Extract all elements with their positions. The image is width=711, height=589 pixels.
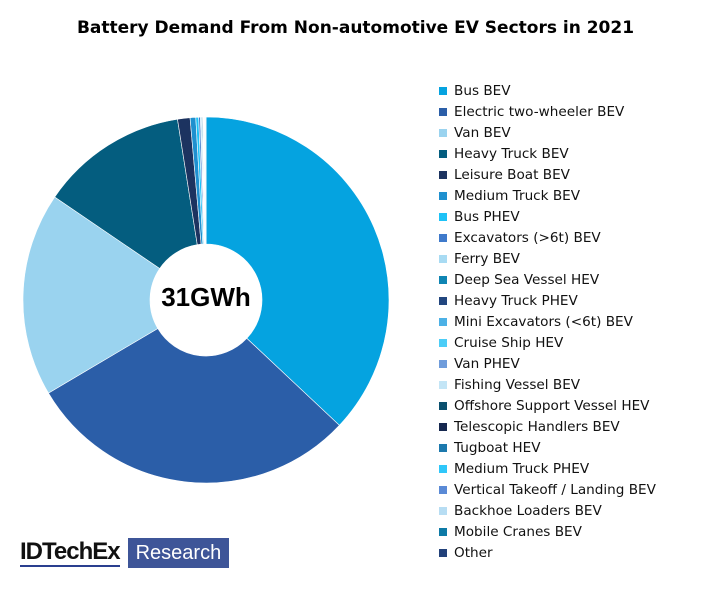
legend-label: Electric two-wheeler BEV [454, 103, 625, 120]
legend-label: Excavators (>6t) BEV [454, 229, 601, 246]
legend-swatch [439, 275, 447, 284]
legend-label: Ferry BEV [454, 250, 520, 267]
legend-item: Electric two-wheeler BEV [439, 101, 656, 122]
legend-swatch [439, 317, 447, 326]
legend-label: Vertical Takeoff / Landing BEV [454, 481, 656, 498]
legend: Bus BEV Electric two-wheeler BEV Van BEV He… [439, 80, 656, 563]
legend-label: Mini Excavators (<6t) BEV [454, 313, 633, 330]
legend-item: Heavy Truck PHEV [439, 290, 656, 311]
legend-label: Offshore Support Vessel HEV [454, 397, 650, 414]
legend-item: Van BEV [439, 122, 656, 143]
legend-item: Heavy Truck BEV [439, 143, 656, 164]
legend-swatch [439, 128, 447, 137]
legend-label: Telescopic Handlers BEV [454, 418, 620, 435]
legend-item: Tugboat HEV [439, 437, 656, 458]
legend-item: Cruise Ship HEV [439, 332, 656, 353]
legend-label: Deep Sea Vessel HEV [454, 271, 600, 288]
legend-swatch [439, 233, 447, 242]
legend-swatch [439, 149, 447, 158]
legend-swatch [439, 380, 447, 389]
slice-electric-two-wheeler-bev [48, 328, 340, 484]
logo-text: IDTechEx [20, 538, 121, 567]
legend-item: Medium Truck BEV [439, 185, 656, 206]
legend-item: Vertical Takeoff / Landing BEV [439, 479, 656, 500]
legend-label: Tugboat HEV [454, 439, 541, 456]
legend-swatch [439, 359, 447, 368]
legend-label: Bus PHEV [454, 208, 520, 225]
legend-item: Other [439, 542, 656, 563]
idtechex-logo: IDTechEx Research [20, 538, 230, 568]
legend-swatch [439, 212, 447, 221]
legend-item: Leisure Boat BEV [439, 164, 656, 185]
legend-swatch [439, 443, 447, 452]
legend-item: Telescopic Handlers BEV [439, 416, 656, 437]
legend-label: Backhoe Loaders BEV [454, 502, 602, 519]
logo-research-box: Research [127, 538, 230, 568]
legend-swatch [439, 401, 447, 410]
legend-label: Van BEV [454, 124, 511, 141]
legend-label: Heavy Truck BEV [454, 145, 569, 162]
legend-swatch [439, 506, 447, 515]
legend-item: Deep Sea Vessel HEV [439, 269, 656, 290]
legend-label: Heavy Truck PHEV [454, 292, 578, 309]
legend-item: Medium Truck PHEV [439, 458, 656, 479]
legend-item: Ferry BEV [439, 248, 656, 269]
legend-swatch [439, 170, 447, 179]
legend-swatch [439, 338, 447, 347]
legend-item: Bus PHEV [439, 206, 656, 227]
legend-item: Van PHEV [439, 353, 656, 374]
legend-swatch [439, 191, 447, 200]
legend-swatch [439, 107, 447, 116]
legend-label: Cruise Ship HEV [454, 334, 564, 351]
legend-swatch [439, 527, 447, 536]
legend-swatch [439, 548, 447, 557]
legend-label: Other [454, 544, 493, 561]
slice-heavy-truck-bev [54, 118, 198, 269]
legend-swatch [439, 296, 447, 305]
legend-swatch [439, 464, 447, 473]
legend-swatch [439, 485, 447, 494]
legend-label: Leisure Boat BEV [454, 166, 570, 183]
legend-swatch [439, 254, 447, 263]
legend-label: Mobile Cranes BEV [454, 523, 582, 540]
slice-van-bev [22, 196, 161, 394]
legend-item: Excavators (>6t) BEV [439, 227, 656, 248]
legend-item: Offshore Support Vessel HEV [439, 395, 656, 416]
legend-label: Medium Truck BEV [454, 187, 581, 204]
legend-swatch [439, 86, 447, 95]
chart-title: Battery Demand From Non-automotive EV Se… [76, 18, 635, 38]
legend-label: Bus BEV [454, 82, 511, 99]
legend-swatch [439, 422, 447, 431]
legend-item: Mobile Cranes BEV [439, 521, 656, 542]
legend-item: Mini Excavators (<6t) BEV [439, 311, 656, 332]
legend-label: Van PHEV [454, 355, 520, 372]
slice-bus-bev [205, 116, 390, 426]
legend-item: Backhoe Loaders BEV [439, 500, 656, 521]
legend-label: Fishing Vessel BEV [454, 376, 581, 393]
legend-item: Fishing Vessel BEV [439, 374, 656, 395]
legend-item: Bus BEV [439, 80, 656, 101]
center-label: 31GWh [161, 282, 251, 312]
legend-label: Medium Truck PHEV [454, 460, 590, 477]
